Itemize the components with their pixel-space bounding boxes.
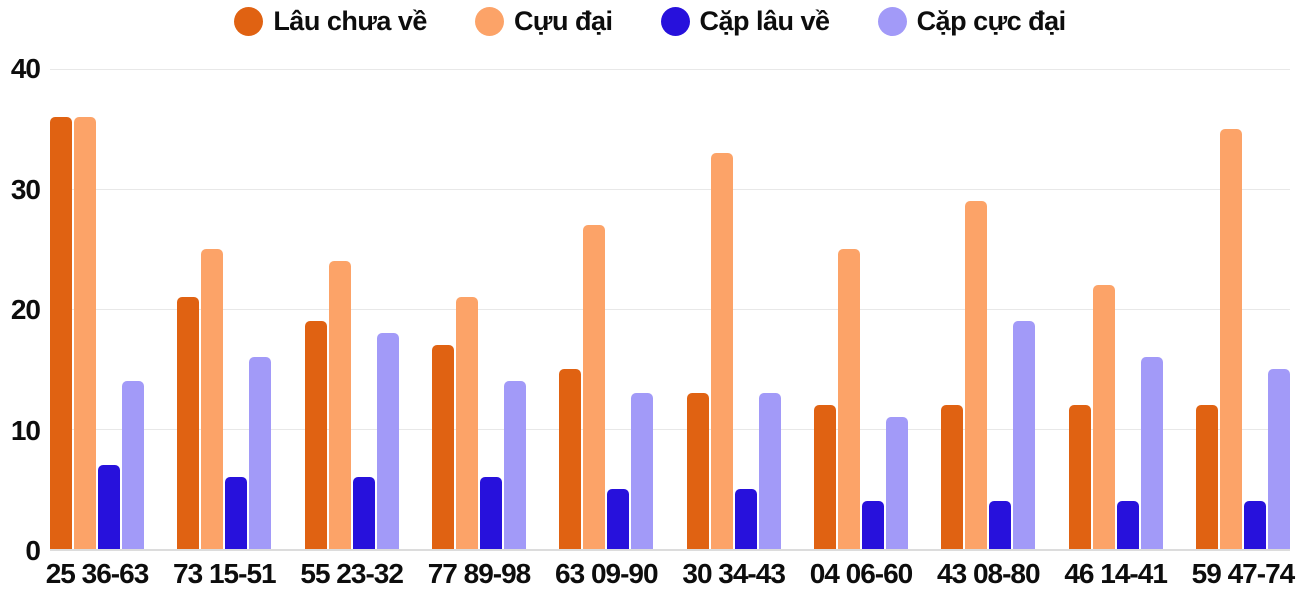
bar-group: 77 89-98 [428,69,531,589]
legend-dot-icon [877,6,907,36]
bar-series-1 [74,117,96,549]
legend-label: Lâu chưa về [273,5,427,36]
bar-series-3 [1140,357,1163,549]
gridline [50,189,1290,190]
bar-group: 43 08-80 [937,69,1041,589]
bar-groups-container: 25 36-63 73 15-51 55 23-32 77 89-98 63 09-90… [46,69,1295,589]
bar-series-1 [328,261,351,549]
gridline [50,69,1290,70]
y-tick-label: 10 [10,414,41,446]
bar-series-3 [122,381,144,549]
bar-series-0 [431,345,454,549]
plot-area: 25 36-63 73 15-51 55 23-32 77 89-98 63 09-90… [46,69,1295,589]
chart-legend: Lâu chưa về Cựu đại Cặp lâu về Cặp cực đại [0,0,1300,42]
bar-series-1 [1092,285,1115,549]
bar-series-1 [1219,129,1242,549]
bar-series-1 [201,249,224,549]
legend-label: Cặp lâu về [699,5,831,36]
y-tick-label: 40 [10,53,41,84]
x-axis-label: 63 09-90 [555,558,659,589]
legend-label: Cựu đại [513,5,613,36]
bar-series-2 [989,501,1012,549]
bar-series-2 [1116,501,1139,549]
bar-series-2 [225,477,248,549]
bar-series-3 [758,393,781,549]
bar-series-2 [1243,501,1266,549]
bar-series-2 [479,477,502,549]
bar-series-2 [734,489,757,549]
bar-group: 25 36-63 [46,69,149,589]
bar-series-0 [177,297,200,549]
bar-series-2 [861,501,884,549]
bar-series-0 [941,405,964,549]
bar-series-3 [1013,321,1036,549]
gridline [50,309,1290,310]
x-axis-label: 73 15-51 [173,558,277,589]
x-axis-label: 77 89-98 [427,558,532,589]
x-axis-label: 43 08-80 [937,558,1041,589]
bar-group: 73 15-51 [173,69,277,589]
bar-series-2 [607,489,630,549]
x-axis-label: 04 06-60 [809,558,914,589]
y-tick-label: 20 [10,294,41,325]
y-tick-label: 0 [25,535,41,566]
y-tick-label: 30 [10,173,41,205]
gridline [50,429,1290,430]
bar-series-3 [885,417,908,549]
bar-group: 59 47-74 [1192,69,1295,589]
legend-item-1: Cựu đại [474,5,613,37]
y-axis: 0 10 20 30 40 [0,53,42,566]
bar-series-1 [583,225,606,549]
x-axis-label: 30 34-43 [682,558,786,589]
bar-series-3 [376,333,399,549]
bar-group: 63 09-90 [555,69,659,589]
bar-series-0 [686,393,709,549]
bar-series-2 [98,465,120,549]
bar-series-0 [1068,405,1091,549]
bar-group: 55 23-32 [300,69,404,589]
bar-series-2 [352,477,375,549]
legend-dot-icon [234,6,264,36]
bar-group: 30 34-43 [682,69,786,589]
x-axis-label: 59 47-74 [1191,558,1296,589]
bar-group: 46 14-41 [1064,69,1168,589]
legend-dot-icon [660,6,690,36]
bar-series-1 [710,153,733,549]
bar-series-1 [837,249,860,549]
bar-series-0 [559,369,582,549]
bar-series-3 [503,381,526,549]
legend-label: Cặp cực đại [916,5,1067,36]
bar-series-1 [965,201,988,549]
bar-series-3 [631,393,654,549]
bar-series-3 [1267,369,1290,549]
legend-item-2: Cặp lâu về [660,5,831,37]
legend-dot-icon [474,6,504,36]
x-axis-label: 55 23-32 [300,558,404,589]
x-axis-label: 25 36-63 [45,558,150,589]
bar-series-0 [1195,405,1218,549]
bar-series-0 [50,117,72,549]
bar-series-1 [455,297,478,549]
x-axis-label: 46 14-41 [1064,558,1168,589]
bar-series-0 [304,321,327,549]
legend-item-3: Cặp cực đại [877,5,1067,37]
bar-group: 04 06-60 [810,69,913,589]
bar-series-3 [249,357,272,549]
bar-series-0 [813,405,836,549]
legend-item-0: Lâu chưa về [234,6,427,37]
